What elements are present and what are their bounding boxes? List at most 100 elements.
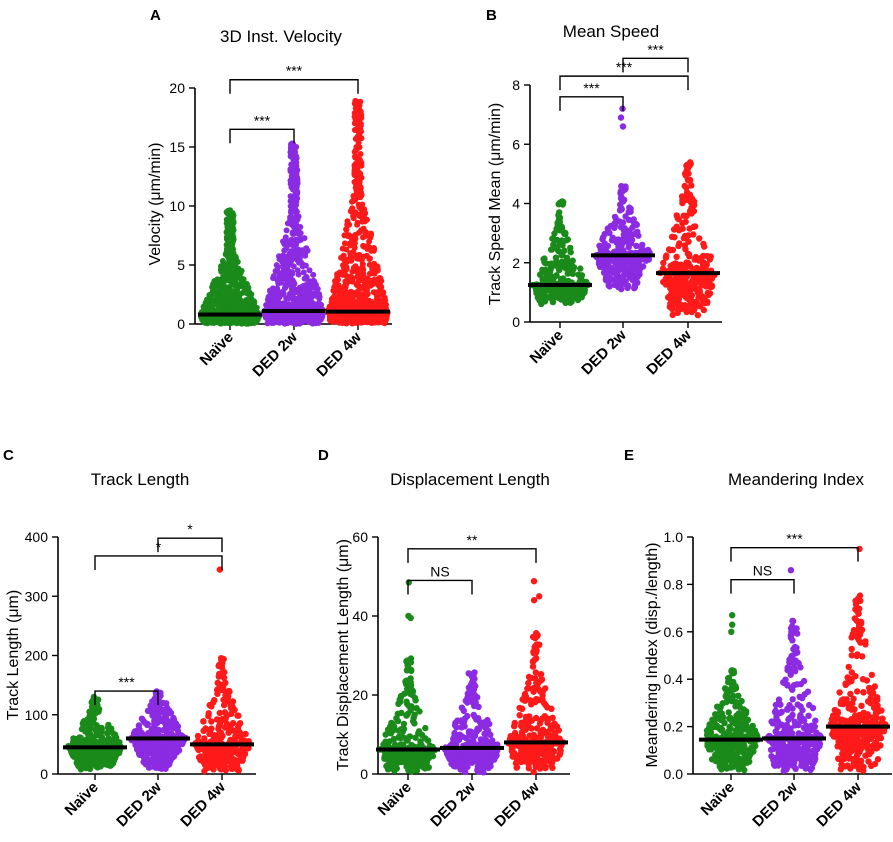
data-point — [699, 281, 706, 289]
data-point — [631, 285, 638, 292]
data-point — [235, 281, 242, 288]
data-point — [236, 271, 243, 278]
data-point — [292, 185, 298, 192]
data-point — [357, 120, 364, 127]
data-point — [308, 313, 315, 320]
data-point — [559, 201, 566, 208]
data-point — [278, 255, 285, 262]
data-point — [273, 292, 280, 298]
data-point — [350, 248, 357, 255]
data-point — [374, 300, 381, 307]
category-label-a: DED 4w — [313, 329, 365, 381]
data-point — [554, 219, 561, 226]
data-point — [550, 242, 558, 250]
y-axis-label-a: Velocity (μm/min) — [147, 142, 164, 265]
dot-group-a-2 — [261, 140, 327, 327]
data-point — [228, 272, 235, 278]
significance-label: *** — [286, 63, 303, 79]
data-point — [334, 271, 341, 278]
data-point — [595, 260, 603, 267]
data-point — [307, 303, 314, 310]
y-tick-label-b: 2 — [512, 255, 520, 271]
data-point — [241, 303, 248, 310]
significance-bracket-b: *** — [559, 80, 624, 111]
data-point — [224, 209, 230, 216]
panel-a: A 3D Inst. Velocity Velocity (μm/min) 05… — [147, 7, 392, 380]
data-point — [110, 757, 118, 764]
data-point — [639, 241, 646, 249]
category-label-b: DED 2w — [578, 327, 630, 379]
data-point — [695, 294, 702, 301]
data-point — [608, 276, 615, 283]
data-point — [609, 234, 616, 241]
data-point — [620, 238, 627, 245]
significance-line — [559, 75, 689, 91]
data-point — [289, 230, 296, 237]
data-point — [701, 295, 708, 302]
data-point — [618, 197, 626, 204]
panel-title-b: Mean Speed — [563, 22, 659, 41]
data-point — [294, 267, 301, 274]
data-point — [281, 285, 288, 292]
data-point — [230, 305, 237, 312]
data-point — [158, 765, 165, 772]
data-point — [350, 241, 357, 248]
data-point — [634, 228, 641, 235]
data-point — [708, 275, 715, 282]
data-point — [326, 316, 333, 323]
data-point — [310, 271, 317, 278]
category-label-c: DED 4w — [177, 779, 229, 831]
data-point — [357, 159, 364, 166]
data-point — [632, 259, 640, 266]
data-point — [700, 306, 707, 314]
y-tick-label-c: 0 — [40, 766, 48, 782]
data-point — [554, 236, 561, 244]
data-point — [558, 225, 566, 232]
data-point — [77, 766, 85, 773]
data-point — [706, 283, 713, 290]
data-point — [351, 292, 358, 298]
data-point — [617, 114, 625, 121]
data-point — [172, 720, 180, 727]
category-label-b: Naïve — [527, 327, 567, 367]
data-point — [223, 241, 230, 248]
data-point — [211, 278, 218, 285]
data-point — [209, 318, 216, 324]
data-point — [354, 145, 361, 152]
data-point — [228, 287, 235, 294]
data-point — [541, 275, 549, 283]
data-point — [288, 312, 295, 319]
data-point — [224, 223, 231, 230]
data-point — [343, 246, 350, 253]
data-point — [374, 267, 381, 274]
significance-label: *** — [254, 112, 271, 128]
data-point — [679, 220, 686, 227]
data-point — [220, 274, 227, 281]
data-point — [111, 734, 118, 742]
data-point — [349, 268, 356, 275]
data-point — [601, 265, 608, 273]
data-point — [378, 314, 385, 321]
data-point — [224, 269, 231, 276]
panel-letter-c: C — [3, 447, 14, 464]
data-point — [220, 289, 227, 296]
data-point — [291, 289, 298, 296]
data-point — [234, 291, 241, 298]
data-point — [539, 268, 546, 276]
significance-bracket-b: *** — [559, 59, 689, 91]
data-point — [678, 193, 686, 200]
data-point — [218, 263, 224, 270]
data-point — [669, 311, 676, 319]
median-line-c — [63, 745, 127, 750]
data-point — [287, 148, 294, 155]
data-point — [687, 176, 694, 184]
data-point — [551, 260, 558, 267]
panel-c: C Track Length Track Length (μm) 0100200… — [3, 447, 256, 830]
data-point — [675, 227, 683, 234]
data-point — [350, 212, 357, 219]
data-point — [564, 270, 571, 277]
data-point — [360, 300, 367, 307]
y-tick-label-c: 400 — [25, 529, 49, 545]
data-point — [352, 231, 359, 238]
data-point — [291, 255, 297, 262]
